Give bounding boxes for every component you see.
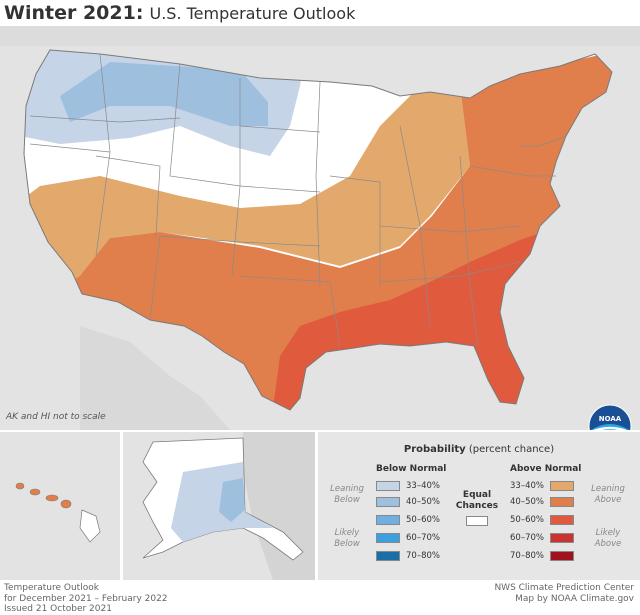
below-row-5: 70–80% — [376, 550, 440, 562]
likely-above-label: Likely Above — [594, 528, 622, 549]
hawaii-maui — [60, 499, 72, 509]
footer-right-line1: NWS Climate Prediction Center — [494, 583, 634, 593]
title-rest: U.S. Temperature Outlook — [149, 4, 356, 23]
above-row-5: 70–80% — [510, 550, 574, 562]
footer-right: NWS Climate Prediction Center Map by NOA… — [494, 583, 634, 604]
mexico-land — [80, 326, 230, 430]
legend-title: Probability (percent chance) — [318, 444, 640, 455]
us-outline — [23, 49, 613, 411]
above-swatch-3 — [549, 515, 574, 525]
below-row-1: 33–40% — [376, 480, 440, 492]
footer-right-line2: Map by NOAA Climate.gov — [515, 593, 634, 604]
above-row-1: 33–40% — [510, 480, 574, 492]
legend-title-rest: (percent chance) — [468, 444, 555, 455]
legend: Probability (percent chance) Below Norma… — [318, 432, 640, 580]
below-swatch-1 — [376, 481, 400, 491]
below-row-label-1: 33–40% — [406, 481, 440, 491]
footer-left-line3: Issued 21 October 2021 — [4, 604, 112, 614]
footer-left: Temperature Outlook for December 2021 – … — [4, 583, 168, 615]
below-row-label-3: 50–60% — [406, 515, 440, 525]
below-row-label-5: 70–80% — [406, 551, 440, 561]
above-row-3: 50–60% — [510, 514, 574, 526]
equal-chances-label: Equal Chances — [455, 490, 499, 511]
below-row-label-2: 40–50% — [406, 497, 440, 507]
canada-land — [0, 26, 640, 46]
below-row-4: 60–70% — [376, 532, 440, 544]
hawaii-molokai — [45, 494, 59, 502]
above-row-label-5: 70–80% — [510, 551, 544, 561]
leaning-above-label: Leaning Above — [591, 484, 625, 505]
above-header: Above Normal — [510, 464, 582, 474]
hawaii-inset — [0, 432, 120, 580]
legend-title-bold: Probability — [403, 444, 466, 455]
hawaii-big-island — [79, 509, 101, 543]
above-swatch-2 — [549, 497, 574, 507]
noaa-logo-text: NOAA — [599, 415, 622, 423]
akhi-note: AK and HI not to scale — [6, 412, 106, 422]
above-row-label-3: 50–60% — [510, 515, 544, 525]
footer-left-line2: for December 2021 – February 2022 — [4, 593, 168, 604]
leaning-below-label: Leaning Below — [330, 484, 364, 505]
alaska-below-40-50 — [219, 478, 245, 522]
above-row-label-2: 40–50% — [510, 497, 544, 507]
hawaii-kauai — [15, 482, 25, 490]
alaska-inset — [123, 432, 315, 580]
below-header: Below Normal — [376, 464, 447, 474]
above-swatch-4 — [549, 533, 574, 543]
below-row-2: 40–50% — [376, 496, 440, 508]
below-swatch-4 — [376, 533, 400, 543]
hawaii-oahu — [29, 488, 41, 496]
above-row-4: 60–70% — [510, 532, 574, 544]
below-swatch-5 — [376, 551, 400, 561]
below-swatch-3 — [376, 515, 400, 525]
hawaii-map-svg — [15, 482, 101, 543]
footer-left-line1: Temperature Outlook — [4, 583, 99, 593]
likely-below-label: Likely Below — [334, 528, 360, 549]
above-row-label-4: 60–70% — [510, 533, 544, 543]
above-swatch-5 — [549, 551, 574, 561]
canada-land-ak — [243, 432, 315, 580]
below-row-label-4: 60–70% — [406, 533, 440, 543]
title-bold: Winter 2021: — [4, 2, 144, 24]
above-row-label-1: 33–40% — [510, 481, 544, 491]
below-row-3: 50–60% — [376, 514, 440, 526]
below-40-50-region — [60, 62, 268, 126]
equal-chances-swatch — [466, 516, 488, 526]
conus-map-svg — [0, 26, 640, 430]
above-row-2: 40–50% — [510, 496, 574, 508]
page-title: Winter 2021: U.S. Temperature Outlook — [4, 2, 355, 24]
alaska-map-svg — [142, 432, 315, 580]
above-leaning-region — [24, 86, 470, 306]
conus-map: NOAA — [0, 26, 640, 430]
above-swatch-1 — [549, 481, 574, 491]
noaa-logo-icon: NOAA — [588, 404, 632, 430]
state-borders — [29, 53, 567, 347]
below-swatch-2 — [376, 497, 400, 507]
noaa-logo: NOAA — [588, 404, 632, 430]
equal-chances: Equal Chances — [454, 490, 500, 530]
